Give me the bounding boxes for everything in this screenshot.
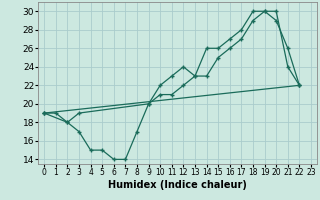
X-axis label: Humidex (Indice chaleur): Humidex (Indice chaleur) (108, 180, 247, 190)
